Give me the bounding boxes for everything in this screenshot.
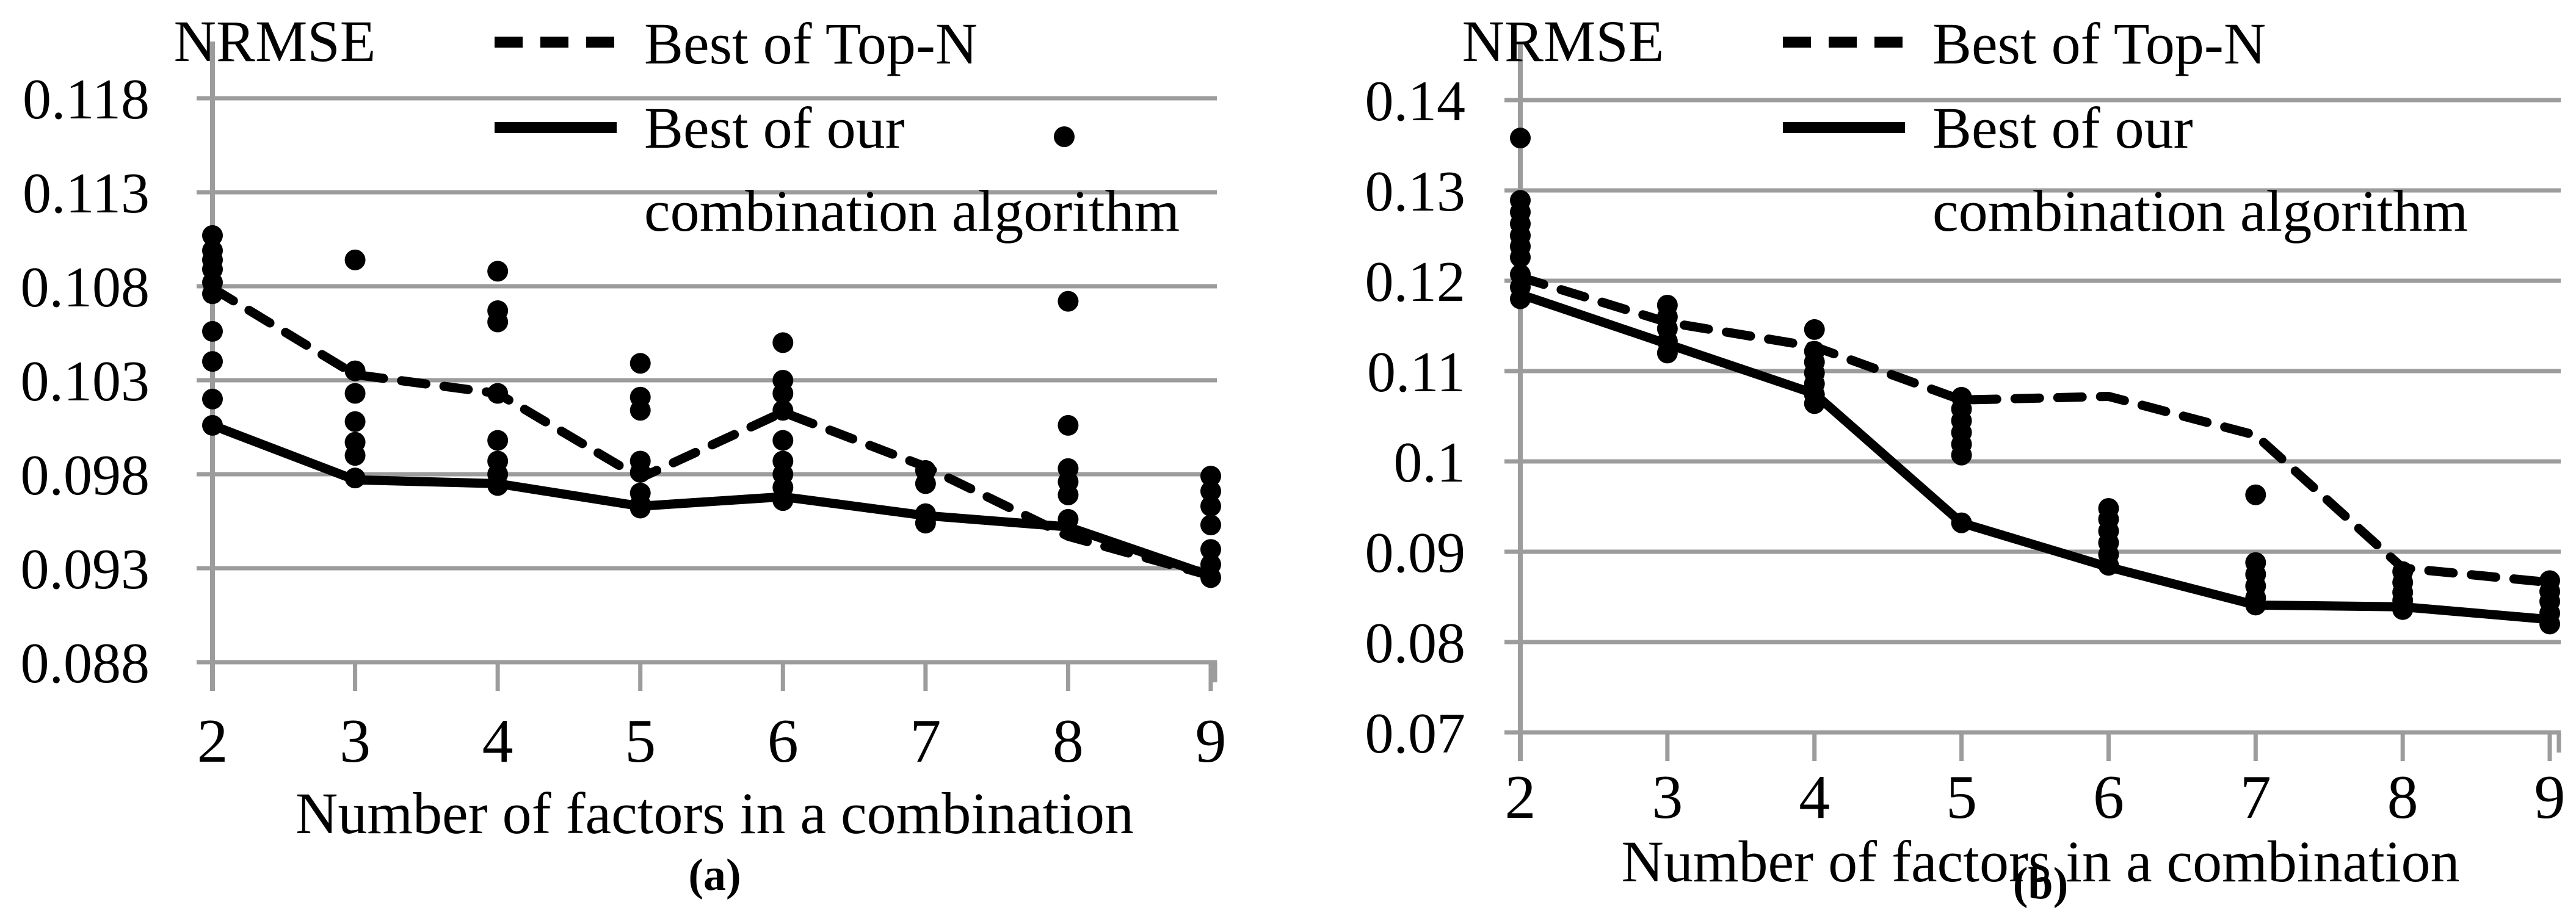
scatter-dot: [1510, 288, 1531, 309]
scatter-dot: [1951, 444, 1972, 466]
x-tick-label: 5: [625, 707, 656, 776]
scatter-dot: [344, 411, 366, 432]
y-tick-label: 0.093: [21, 538, 150, 601]
scatter-dot: [1510, 128, 1531, 149]
x-tick-label: 2: [197, 707, 228, 776]
scatter-dot: [629, 400, 651, 421]
scatter-dot: [202, 225, 223, 246]
scatter-dot: [202, 283, 223, 305]
scatter-dot: [1200, 480, 1221, 502]
y-tick-label: 0.108: [21, 256, 150, 319]
scatter-dot: [487, 261, 509, 282]
scatter-dot: [1200, 466, 1221, 487]
scatter-dot: [1804, 319, 1825, 340]
x-tick-label: 3: [1652, 763, 1683, 832]
x-tick-label: 9: [2534, 763, 2566, 832]
scatter-dot: [772, 490, 794, 511]
solid-series-line: [208, 421, 1216, 580]
scatter-dot: [772, 430, 794, 451]
scatter-dot: [202, 388, 223, 410]
scatter-dot: [487, 383, 509, 404]
scatter-dot: [1058, 291, 1079, 312]
x-tick-label: 2: [1505, 763, 1536, 832]
y-tick-label: 0.103: [21, 350, 150, 413]
scatter-dot: [344, 445, 366, 466]
chart-panel-b: 0.14 0.13 0.12 0.11 0.1 0.09 0.08 0.07 2 3 4 5 6 7 8 9 …: [1288, 0, 2576, 909]
scatter-dot: [772, 400, 794, 421]
scatter-dot: [1951, 512, 1972, 533]
scatter-dot: [487, 430, 509, 451]
scatter-dot: [772, 383, 794, 404]
scatter-dot: [344, 249, 366, 270]
scatter-dot: [1058, 508, 1079, 530]
scatter-dot: [2245, 484, 2266, 505]
chart-panel-a: 0.118 0.113 0.108 0.103 0.098 0.093 0.088 2 3 4 5 6…: [0, 0, 1288, 901]
x-tick-label: 4: [1799, 763, 1830, 832]
scatter-dot: [487, 475, 509, 496]
scatter-dot: [1058, 414, 1079, 436]
scatter-dot: [344, 360, 366, 381]
x-tick-label: 3: [339, 707, 371, 776]
chart-title: NRMSE: [173, 9, 376, 74]
plot-area-b: 0.14 0.13 0.12 0.11 0.1 0.09 0.08 0.07 2 3 4 5 6 7 8 9: [1365, 44, 2566, 832]
scatter-dot: [344, 383, 366, 404]
x-tick-label: 5: [1946, 763, 1977, 832]
x-axis-title: Number of factors in a combination: [1621, 829, 2460, 894]
scatter-dot: [1200, 567, 1221, 588]
y-tick-label: 0.11: [1367, 341, 1465, 404]
y-tick-label: 0.118: [23, 68, 150, 131]
scatter-dot: [1200, 496, 1221, 517]
scatter-dot: [772, 332, 794, 353]
scatter-dot: [629, 353, 651, 374]
scatter-dot: [202, 414, 223, 436]
scatter-dot: [2539, 613, 2561, 635]
scatter-dot: [1200, 515, 1221, 536]
scatter-dot: [2245, 594, 2266, 616]
scatter-dot: [2098, 555, 2119, 576]
x-tick-label: 4: [482, 707, 513, 776]
scatter-dot: [629, 461, 651, 483]
solid-series-line: [1515, 289, 2555, 624]
x-tick-label: 7: [910, 707, 941, 776]
scatter-dot: [1058, 484, 1079, 505]
dashed-series-line: [1515, 272, 2555, 587]
y-tick-label: 0.08: [1365, 612, 1466, 675]
scatter-dot: [1200, 539, 1221, 560]
x-tick-label: 6: [767, 707, 799, 776]
panel-caption: (a): [688, 850, 741, 900]
x-tick-label: 8: [2387, 763, 2418, 832]
scatter-dot: [1656, 342, 1678, 364]
scatter-dot: [487, 311, 509, 333]
scatter-dot: [1510, 247, 1531, 268]
plot-area-a: 0.118 0.113 0.108 0.103 0.098 0.093 0.088 2 3 4 5 6…: [21, 42, 1226, 776]
scatter-dot: [915, 513, 936, 534]
x-tick-label: 9: [1195, 707, 1226, 776]
y-tick-label: 0.14: [1365, 70, 1466, 133]
scatter-dot: [1804, 393, 1825, 414]
x-tick-label: 7: [2240, 763, 2271, 832]
y-tick-label: 0.1: [1394, 431, 1466, 494]
scatter-dot: [202, 351, 223, 372]
x-tick-label: 6: [2093, 763, 2124, 832]
y-tick-label: 0.098: [21, 444, 150, 507]
y-tick-label: 0.09: [1365, 521, 1466, 585]
scatter-dot: [629, 497, 651, 519]
scatter-dot: [915, 473, 936, 494]
panel-caption: (b): [2012, 859, 2069, 909]
y-tick-label: 0.13: [1365, 160, 1466, 223]
y-tick-label: 0.113: [23, 162, 150, 225]
scatter-dot: [344, 468, 366, 489]
x-tick-label: 8: [1053, 707, 1084, 776]
x-axis-title: Number of factors in a combination: [296, 781, 1134, 846]
scatter-dot: [202, 320, 223, 342]
y-tick-label: 0.12: [1365, 250, 1466, 314]
scatter-dot: [2392, 599, 2414, 620]
y-tick-label: 0.088: [21, 632, 150, 695]
y-tick-label: 0.07: [1365, 702, 1466, 765]
chart-title: NRMSE: [1462, 9, 1664, 74]
